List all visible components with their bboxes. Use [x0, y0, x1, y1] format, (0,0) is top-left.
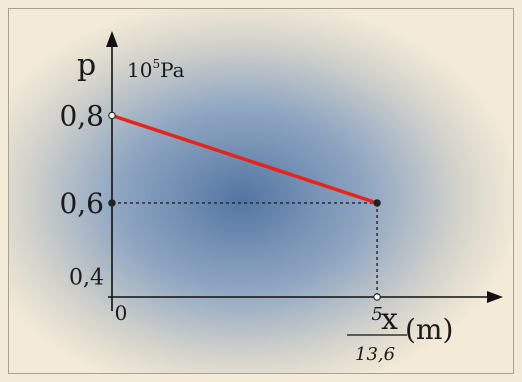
point-start [108, 111, 116, 120]
x-tick-label: 0 [115, 301, 128, 325]
unit-tail: Pa [160, 58, 185, 82]
y-tick-label: 0,8 [59, 100, 104, 133]
x-axis-arrow [487, 291, 503, 303]
x-axis-label: x [381, 302, 398, 337]
x-tick-label: 5 [371, 304, 382, 325]
y-axis-label: p [77, 48, 96, 83]
x-tick-mark-5 [373, 293, 381, 301]
background-glow [9, 9, 513, 373]
chart-figure: 0,4 0,6 0,8 0 5 p 105Pa x (m) 13,6 [8, 8, 514, 374]
y-axis-arrow [106, 31, 118, 47]
unit-exponent: 5 [152, 57, 160, 71]
y-tick-label: 0,4 [69, 265, 104, 290]
y-guide-point [108, 199, 116, 207]
series-line [110, 113, 379, 205]
chart-plot: 0,40,60,80 5 p 105Pa x (m) 13,6 [9, 9, 513, 373]
point-end [373, 199, 381, 207]
x-axis-unit: (m) [405, 313, 453, 346]
y-tick-label: 0,6 [59, 187, 104, 220]
y-axis-unit: 105Pa [127, 57, 185, 82]
x-tick-fraction-denominator: 13,6 [355, 344, 395, 365]
unit-base: 10 [127, 58, 152, 82]
